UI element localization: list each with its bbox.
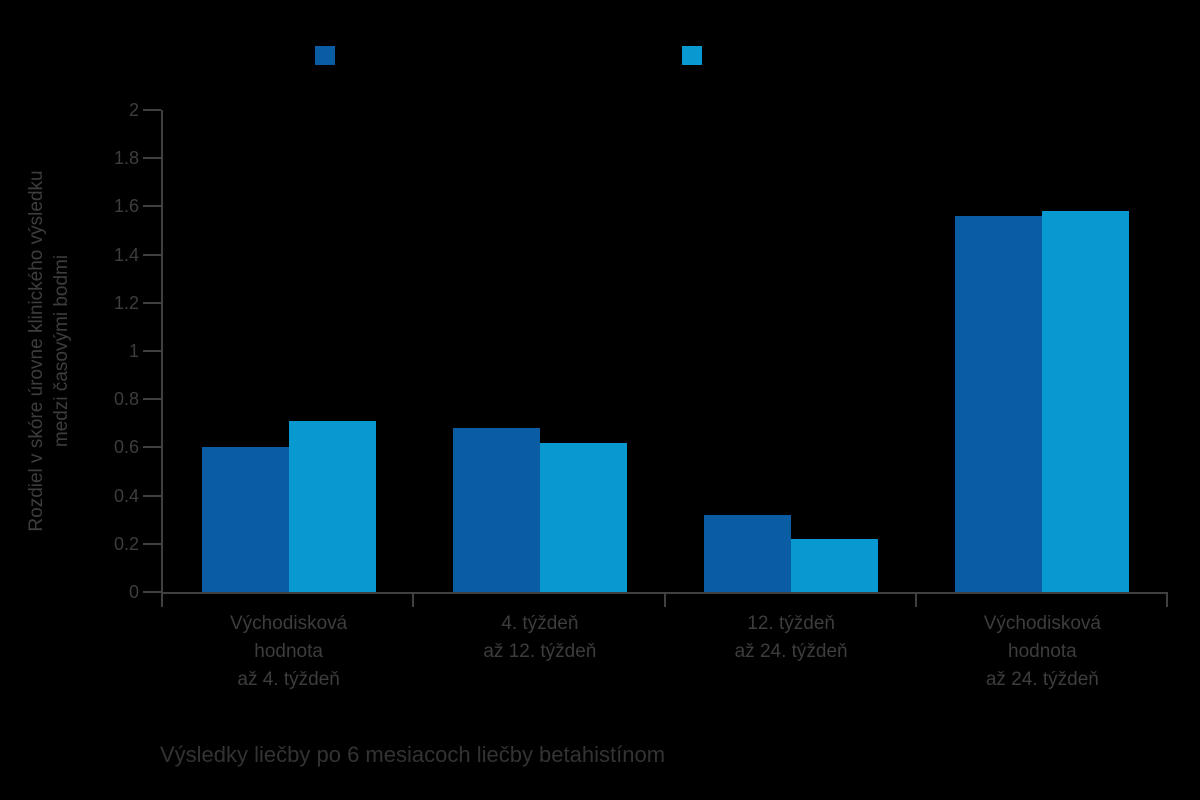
x-axis-category-label-line: hodnota: [1008, 641, 1077, 662]
x-axis-category-label-line: hodnota: [254, 641, 323, 662]
x-axis-tick: [412, 594, 415, 607]
legend-swatch-series2-icon: [682, 46, 702, 65]
y-axis-tick-label: 0.6: [113, 437, 139, 458]
y-axis-tick-label: 0.8: [113, 389, 139, 410]
y-axis-tick: [143, 253, 161, 256]
bar-series-1-cat1: [201, 447, 289, 592]
legend-swatch-series1-icon: [315, 46, 335, 65]
y-axis-tick-label: 1.2: [113, 292, 139, 313]
x-axis-category-label-line: až 4. týždeň: [237, 669, 340, 690]
y-axis-tick: [143, 109, 161, 111]
y-axis-title: Rozdiel v skóre úrovne klinického výsled…: [24, 91, 76, 611]
y-axis-tick-label: 0.2: [113, 533, 139, 554]
x-axis-category-label-line: až 24. týždeň: [985, 669, 1099, 690]
y-axis-tick: [143, 350, 161, 352]
bar-series-1-cat2: [452, 428, 540, 592]
x-axis-tick: [663, 594, 666, 607]
y-axis-tick-label: 1.6: [113, 196, 139, 217]
x-axis-category-label-line: 12. týždeň: [747, 613, 835, 634]
x-axis-category-label: Východisková hodnota až 4. týždeň: [163, 610, 415, 694]
x-axis-category-label-line: až 12. týždeň: [483, 641, 597, 662]
x-axis-category-label: Východisková hodnota až 24. týždeň: [916, 610, 1168, 694]
y-axis-title-line2: medzi časovými bodmi: [51, 254, 72, 448]
bar-series-2-cat3: [791, 538, 879, 592]
bar-series-1-cat4: [955, 216, 1043, 592]
y-axis-tick-label: 1.8: [113, 148, 139, 169]
y-axis-tick: [143, 591, 161, 593]
bar-series-2-cat2: [539, 442, 627, 592]
bar-series-2-cat1: [288, 420, 376, 592]
y-axis-tick: [143, 205, 161, 208]
y-axis-line: [161, 110, 163, 594]
bar-series-1-cat3: [704, 514, 792, 592]
x-axis-category-label: 12. týždeň až 24. týždeň: [665, 610, 917, 666]
x-axis-category-label-line: 4. týždeň: [501, 613, 579, 634]
y-axis-title-line1: Rozdiel v skóre úrovne klinického výsled…: [26, 170, 47, 532]
y-axis-tick: [143, 446, 161, 449]
y-axis-tick: [143, 301, 161, 304]
x-axis-category-label-line: Východisková: [983, 613, 1101, 634]
bar-series-2-cat4: [1042, 211, 1130, 592]
y-axis-tick-label: 1.4: [113, 244, 139, 265]
y-axis-tick: [143, 542, 161, 545]
x-axis-line: [161, 592, 1168, 594]
y-axis-tick-label: 0.4: [113, 485, 139, 506]
x-axis-category-label-line: až 24. týždeň: [734, 641, 848, 662]
y-axis-tick: [143, 157, 161, 160]
y-axis-tick-label: 0: [128, 582, 139, 602]
x-axis-tick: [914, 594, 917, 607]
x-axis-tick: [161, 594, 163, 607]
chart-caption: Výsledky liečby po 6 mesiacoch liečby be…: [160, 742, 666, 767]
y-axis-tick-label: 2: [128, 100, 139, 120]
y-axis-tick-label: 1: [128, 341, 139, 361]
x-axis-tick: [1166, 594, 1168, 607]
x-axis-category-label: 4. týždeň až 12. týždeň: [414, 610, 666, 666]
y-axis-tick: [143, 494, 161, 497]
x-axis-category-label-line: Východisková: [230, 613, 348, 634]
y-axis-tick: [143, 398, 161, 401]
